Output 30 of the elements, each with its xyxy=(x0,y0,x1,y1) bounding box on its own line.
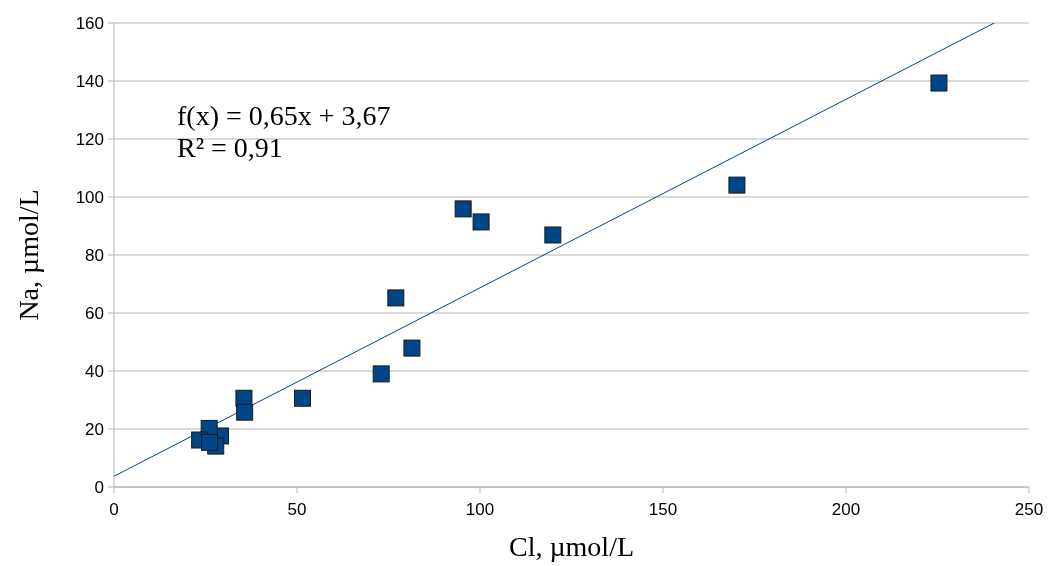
point xyxy=(293,389,311,407)
y-tick-label: 140 xyxy=(75,71,104,91)
x-axis-title: Cl, µmol/L xyxy=(508,531,635,562)
x-tick-label: 100 xyxy=(465,500,495,519)
y-axis-title: Na, µmol/L xyxy=(13,189,44,321)
y-tick-label: 120 xyxy=(75,129,104,149)
y-tick-label: 20 xyxy=(85,419,104,439)
x-tick-label: 200 xyxy=(831,500,861,519)
y-tick-label: 80 xyxy=(85,245,104,265)
point xyxy=(454,200,472,218)
x-tick-label: 50 xyxy=(287,500,307,519)
point xyxy=(387,289,405,307)
x-tick-label: 150 xyxy=(648,500,678,519)
point xyxy=(403,339,421,357)
y-tick-label: 100 xyxy=(75,187,104,207)
y-tick-label: 60 xyxy=(85,303,104,323)
y-tick-label: 40 xyxy=(85,361,104,381)
x-tick-label: 0 xyxy=(109,500,119,519)
point xyxy=(930,74,948,92)
point xyxy=(472,213,490,231)
point xyxy=(544,226,562,244)
point xyxy=(372,365,390,383)
point xyxy=(201,433,219,451)
annotation: f(x) = 0,65x + 3,67 xyxy=(177,100,391,131)
y-tick-label: 0 xyxy=(94,477,104,497)
point xyxy=(728,176,746,194)
y-tick-label: 160 xyxy=(75,13,104,33)
x-tick-label: 250 xyxy=(1014,500,1044,519)
annotation: R² = 0,91 xyxy=(177,132,283,163)
point xyxy=(236,403,254,421)
